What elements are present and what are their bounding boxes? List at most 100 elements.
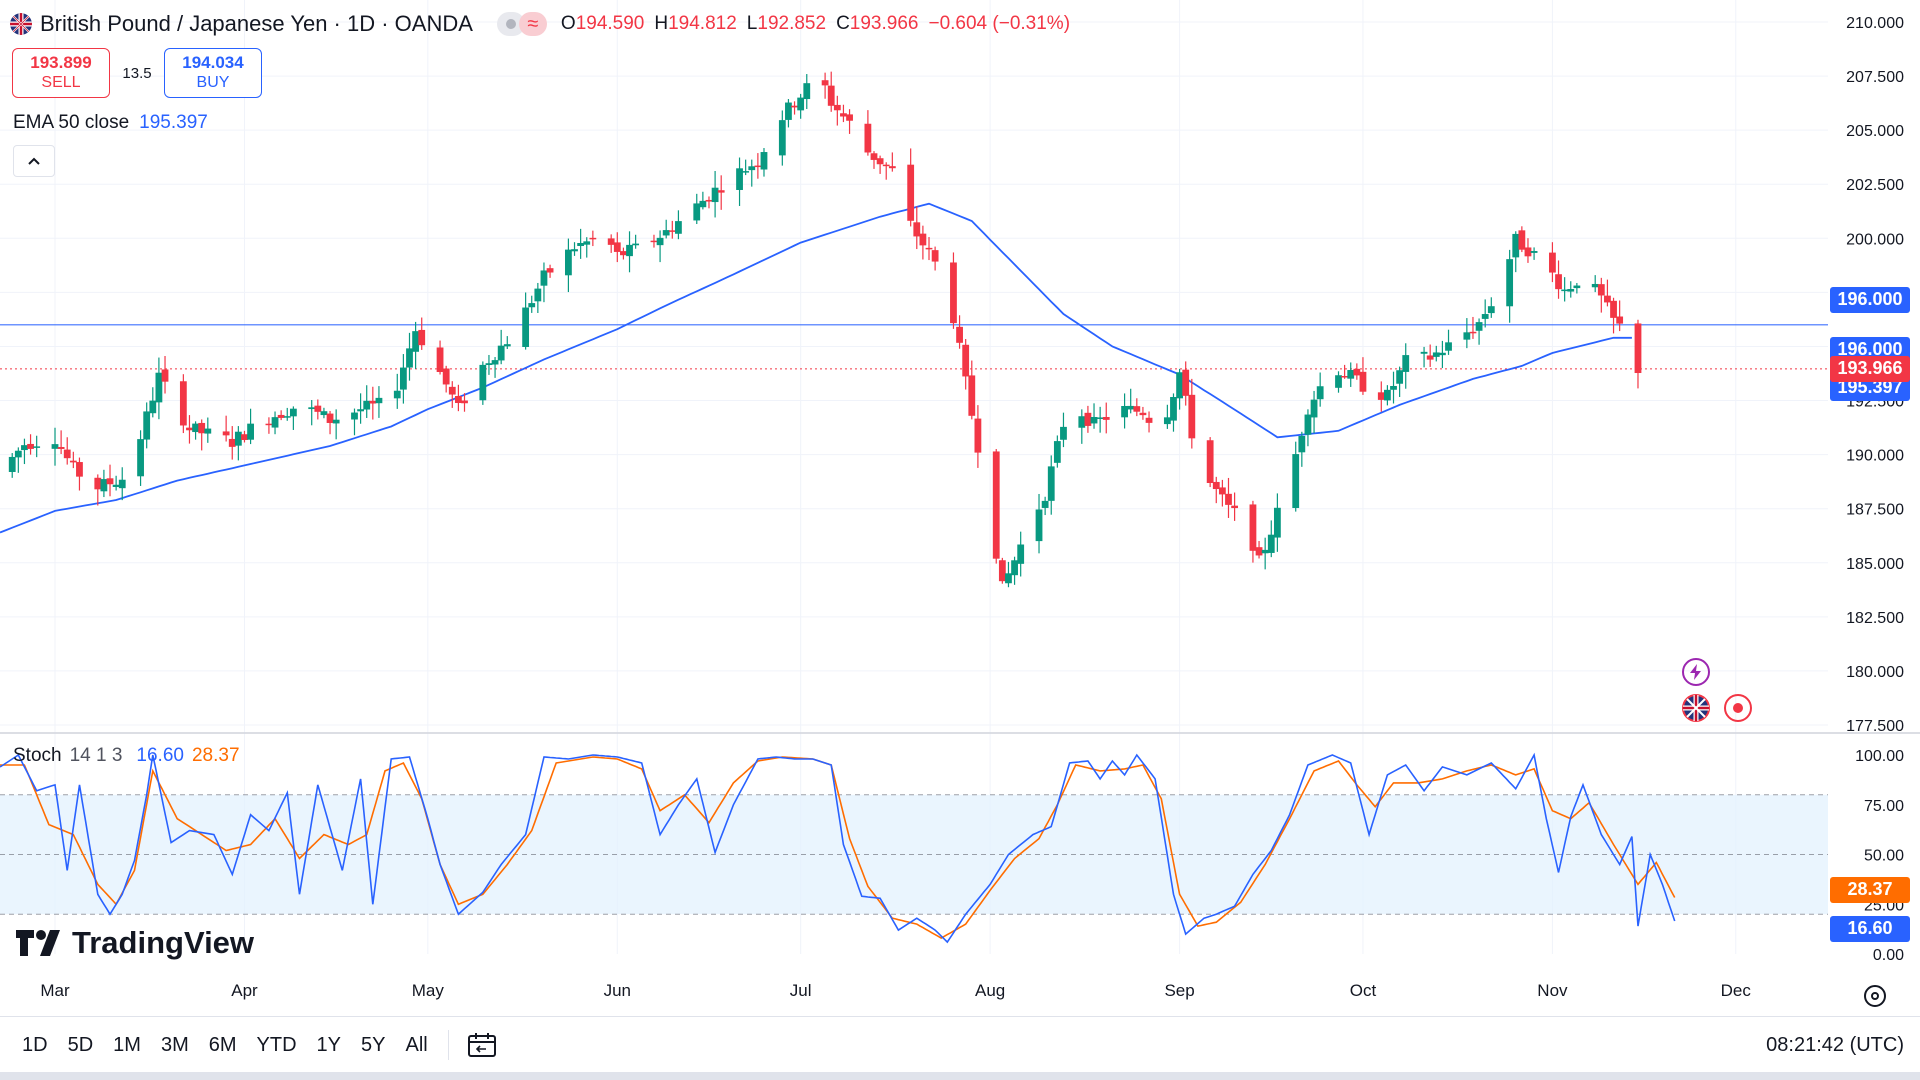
- candle-body: [998, 560, 1006, 582]
- tradingview-logo[interactable]: TradingView: [16, 925, 254, 961]
- candle-body: [137, 439, 144, 477]
- candle-body: [375, 397, 383, 404]
- collapse-legend-button[interactable]: [13, 145, 55, 177]
- candle-body: [186, 427, 193, 431]
- candle-body: [1335, 375, 1342, 388]
- candle-body: [448, 386, 456, 395]
- candle-body: [620, 251, 627, 256]
- x-tick-label: Oct: [1350, 981, 1377, 1000]
- tf-1d-button[interactable]: 1D: [22, 1033, 48, 1056]
- y-tick-label: 190.000: [1846, 448, 1904, 465]
- approx-toggle-icon[interactable]: ≈: [518, 12, 547, 36]
- candle-body: [992, 451, 1000, 559]
- stoch-d-value: 28.37: [191, 745, 240, 766]
- y-tick-label: 185.000: [1846, 556, 1904, 573]
- candle-body: [228, 438, 236, 447]
- candle-body: [705, 199, 713, 202]
- timeframe-buttons: 1D 5D 1M 3M 6M YTD 1Y 5Y All: [12, 1034, 438, 1057]
- tf-1m-button[interactable]: 1M: [113, 1033, 141, 1056]
- candle-body: [546, 268, 554, 273]
- candle-body: [974, 418, 982, 453]
- calendar-range-icon[interactable]: [467, 1032, 497, 1058]
- candle-body: [778, 120, 786, 156]
- record-icon[interactable]: [1724, 694, 1752, 722]
- candle-body: [491, 360, 499, 365]
- candle-body: [326, 413, 334, 423]
- symbol-title[interactable]: British Pound / Japanese Yen · 1D · OAND…: [40, 11, 473, 36]
- candle-body: [33, 446, 41, 448]
- candle-body: [479, 364, 487, 401]
- price-lines: [0, 324, 1828, 370]
- ema-value: 195.397: [139, 112, 208, 133]
- gbp-flag-icon[interactable]: [1682, 694, 1710, 722]
- candle-body: [1310, 399, 1318, 418]
- candle-body: [1017, 544, 1025, 564]
- stoch-legend[interactable]: Stoch 14 1 3 16.60 28.37: [13, 745, 240, 767]
- utc-clock[interactable]: 08:21:42 (UTC): [1766, 1033, 1904, 1056]
- sell-button[interactable]: 193.899 SELL: [12, 48, 110, 98]
- candle-body: [1212, 481, 1220, 490]
- tf-5y-button[interactable]: 5Y: [361, 1033, 386, 1056]
- ema-legend[interactable]: EMA 50 close 195.397: [13, 112, 208, 134]
- candle-body: [1176, 372, 1183, 399]
- candle-body: [179, 381, 187, 426]
- visibility-toggles[interactable]: ≈: [496, 12, 547, 36]
- candle-body: [283, 416, 291, 418]
- candle-body: [1060, 426, 1067, 440]
- tf-3m-button[interactable]: 3M: [160, 1033, 189, 1056]
- ema-label: EMA 50 close: [13, 112, 130, 133]
- tf-1y-button[interactable]: 1Y: [316, 1033, 342, 1056]
- candle-body: [222, 431, 230, 436]
- candle-body: [791, 105, 798, 108]
- candle-body: [1005, 573, 1012, 584]
- stoch-tick-label: 75.00: [1864, 798, 1904, 815]
- candle-body: [241, 434, 248, 440]
- candle-body: [1133, 406, 1141, 412]
- candle-body: [1597, 284, 1605, 296]
- candle-body: [1420, 351, 1428, 354]
- y-tick-label: 200.000: [1846, 231, 1904, 248]
- candle-body: [94, 477, 102, 490]
- x-tick-label: Jun: [604, 981, 631, 1000]
- candle-body: [1011, 560, 1018, 576]
- candle-body: [821, 80, 829, 86]
- ema-line: [0, 202, 1632, 534]
- candle-body: [27, 443, 34, 449]
- tf-6m-button[interactable]: 6M: [208, 1033, 237, 1056]
- candle-body: [192, 423, 199, 433]
- settings-gear-icon[interactable]: [1864, 985, 1886, 1007]
- axes: 210.000207.500205.000202.500200.000197.5…: [0, 15, 1920, 1000]
- candle-body: [882, 164, 890, 167]
- y-tick-label: 207.500: [1846, 69, 1904, 86]
- candle-body: [1506, 259, 1514, 307]
- candle-body: [864, 123, 872, 153]
- candle-body: [522, 307, 530, 347]
- candle-body: [265, 423, 273, 426]
- candle-body: [51, 444, 59, 449]
- candle-body: [1402, 355, 1410, 372]
- chevron-up-icon: [28, 157, 40, 165]
- candle-body: [118, 479, 126, 489]
- candle-body: [797, 97, 805, 111]
- x-tick-label: Sep: [1164, 981, 1194, 1000]
- candle-body: [69, 460, 77, 463]
- candle-body: [693, 203, 701, 221]
- candle-body: [534, 288, 542, 302]
- tf-ytd-button[interactable]: YTD: [256, 1033, 297, 1056]
- lightning-icon[interactable]: [1682, 658, 1710, 686]
- bottom-toolbar: 1D 5D 1M 3M 6M YTD 1Y 5Y All 08:21:42 (U…: [0, 1016, 1920, 1073]
- candle-body: [320, 411, 328, 416]
- buy-button[interactable]: 194.034 BUY: [164, 48, 262, 98]
- candle-body: [583, 241, 591, 245]
- tf-all-button[interactable]: All: [405, 1033, 428, 1056]
- stoch-k-value: 16.60: [136, 745, 184, 766]
- candle-body: [308, 407, 316, 410]
- candle-body: [1341, 376, 1349, 378]
- candle-body: [1610, 300, 1617, 318]
- candle-body: [613, 242, 621, 252]
- candle-body: [675, 221, 682, 234]
- candle-body: [956, 326, 963, 343]
- tf-5d-button[interactable]: 5D: [67, 1033, 94, 1056]
- candle-body: [1377, 392, 1385, 400]
